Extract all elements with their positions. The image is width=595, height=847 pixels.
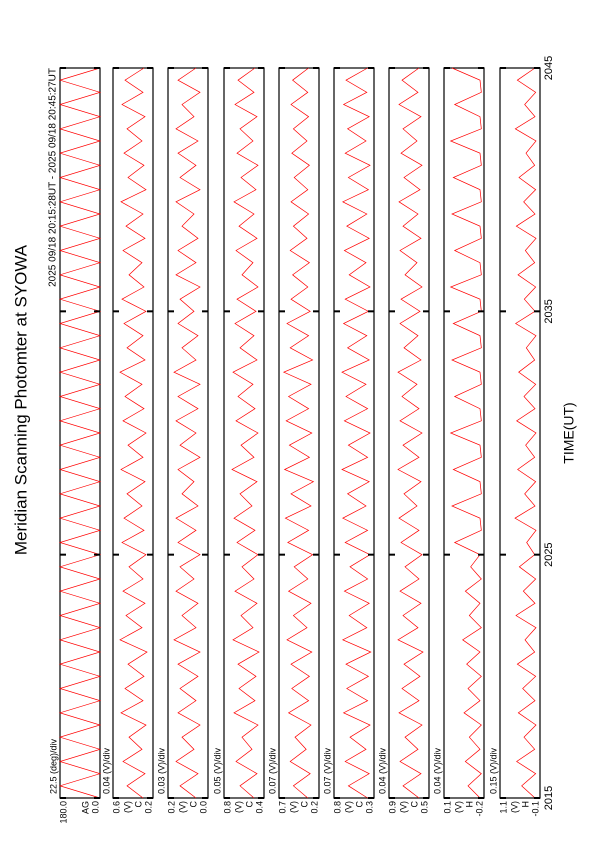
panel-frame (167, 67, 209, 799)
x-tick-label: 2015 (543, 786, 555, 810)
unit-label: (V) (122, 801, 132, 813)
unit-label: (V) (453, 801, 463, 813)
chart-subtitle: 2025 09/18 20:15:28UT - 2025 09/18 20:45… (48, 68, 59, 287)
x-tick-label: 2045 (543, 56, 555, 80)
y-tick-label: 0.3 (364, 801, 374, 814)
unit-label: (V) (343, 801, 353, 813)
y-tick-label: 1.1 (498, 801, 508, 814)
y-tick-label: -0.2 (474, 801, 484, 817)
channel-label: C (354, 801, 364, 808)
panel-frame (388, 67, 430, 799)
scale-label: 0.04 (V)/div (101, 747, 111, 794)
unit-label: (V) (398, 801, 408, 813)
y-tick-label: 0.6 (111, 801, 121, 814)
signal-line (341, 67, 372, 799)
y-tick-label: -0.1 (530, 801, 540, 817)
signal-line (119, 67, 148, 799)
x-tick-label: 2025 (543, 542, 555, 566)
channel-label: C (244, 801, 254, 808)
panel-frame (59, 67, 101, 799)
rotated-chart: Meridian Scanning Photomter at SYOWA 202… (11, 56, 576, 824)
scale-label: 0.05 (V)/div (212, 747, 222, 794)
panel-frame (112, 67, 154, 799)
y-tick-label: 0.8 (332, 801, 342, 814)
scale-label: 0.04 (V)/div (432, 747, 442, 794)
x-tick-label: 2035 (543, 299, 555, 323)
signal-line (514, 67, 537, 799)
signal-line (282, 67, 315, 799)
scale-label: 22.5 (deg)/div (48, 738, 58, 794)
channel-label: H (520, 801, 530, 808)
channel-label: H (464, 801, 474, 808)
panel-frame (443, 67, 485, 799)
panel-frame (278, 67, 320, 799)
y-tick-label: 0.2 (166, 801, 176, 814)
y-tick-label: 0.0 (90, 801, 100, 814)
x-axis-label: TIME(UT) (561, 402, 577, 463)
channel-label: C (409, 801, 419, 808)
channel-label: C (299, 801, 309, 808)
scale-label: 0.15 (V)/div (488, 747, 498, 794)
chart-title: Meridian Scanning Photomter at SYOWA (11, 244, 30, 555)
scale-label: 0.04 (V)/div (377, 747, 387, 794)
y-tick-label: 0.0 (198, 801, 208, 814)
channel-label: AG (80, 801, 90, 814)
channel-label: C (188, 801, 198, 808)
y-tick-label: 0.8 (222, 801, 232, 814)
panel-frame (499, 67, 541, 799)
signal-line (58, 67, 102, 799)
panel-frame (333, 67, 375, 799)
scale-label: 0.07 (V)/div (267, 747, 277, 794)
y-tick-label: 0.2 (143, 801, 153, 814)
y-tick-label: 180.0 (58, 801, 68, 824)
signal-line (231, 67, 260, 799)
channel-label: C (133, 801, 143, 808)
y-tick-label: 0.1 (442, 801, 452, 814)
signal-line (397, 67, 424, 799)
unit-label: (V) (288, 801, 298, 813)
y-tick-label: 0.4 (254, 801, 264, 814)
unit-label: (V) (233, 801, 243, 813)
scale-label: 0.03 (V)/div (156, 747, 166, 794)
signal-line (449, 67, 482, 799)
unit-label: (V) (177, 801, 187, 813)
signal-line (173, 67, 201, 799)
scale-label: 0.07 (V)/div (322, 747, 332, 794)
panel-frame (223, 67, 265, 799)
y-tick-label: 0.5 (419, 801, 429, 814)
y-tick-label: 0.2 (309, 801, 319, 814)
unit-label: (V) (509, 801, 519, 813)
y-tick-label: 0.7 (277, 801, 287, 814)
y-tick-label: 0.9 (387, 801, 397, 814)
